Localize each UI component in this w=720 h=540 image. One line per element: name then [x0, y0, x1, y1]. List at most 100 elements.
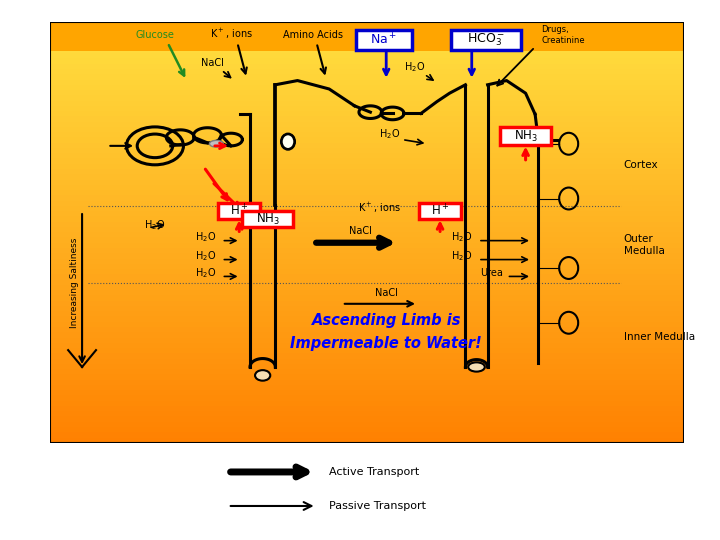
Bar [50, 380, 684, 385]
Bar [50, 190, 684, 195]
Bar [50, 437, 684, 443]
Bar [50, 243, 684, 248]
FancyBboxPatch shape [356, 30, 412, 50]
FancyBboxPatch shape [451, 30, 521, 50]
Text: H$_2$O: H$_2$O [451, 249, 472, 264]
Bar [50, 111, 684, 116]
Bar [50, 280, 684, 285]
Bar [50, 411, 684, 416]
Bar [50, 390, 684, 395]
Bar [50, 401, 684, 406]
Bar [50, 301, 684, 306]
Bar [50, 232, 684, 238]
Bar [50, 343, 684, 348]
Bar [50, 395, 684, 401]
Text: H$_2$O: H$_2$O [195, 231, 216, 245]
Ellipse shape [281, 133, 295, 150]
Bar [50, 122, 684, 127]
Bar [50, 90, 684, 95]
Bar [50, 422, 684, 427]
Ellipse shape [282, 134, 294, 149]
Bar [50, 269, 684, 274]
Text: NaCl: NaCl [375, 288, 397, 298]
Ellipse shape [255, 370, 270, 381]
FancyBboxPatch shape [218, 202, 260, 219]
Bar [50, 221, 684, 227]
Bar [50, 306, 684, 311]
Bar [50, 169, 684, 174]
Bar [50, 164, 684, 169]
Bar [50, 364, 684, 369]
Text: Outer
Medulla: Outer Medulla [624, 234, 665, 255]
Text: Glucose: Glucose [135, 30, 174, 40]
Bar [50, 127, 684, 132]
Bar [50, 238, 684, 242]
Text: Ascending Limb is: Ascending Limb is [312, 313, 461, 328]
Text: NaCl: NaCl [349, 226, 372, 237]
Bar [50, 179, 684, 185]
Bar [50, 348, 684, 353]
Bar [50, 22, 684, 27]
Bar [50, 48, 684, 53]
Bar [50, 22, 684, 51]
Bar [50, 201, 684, 206]
Bar [50, 385, 684, 390]
FancyBboxPatch shape [419, 202, 461, 219]
Bar [50, 174, 684, 179]
Bar [50, 374, 684, 380]
Bar [50, 153, 684, 158]
Bar [50, 359, 684, 364]
Bar [50, 295, 684, 301]
Text: H$^+$: H$^+$ [230, 203, 248, 218]
Bar [50, 148, 684, 153]
Bar [50, 27, 684, 32]
Text: K$^+$, ions: K$^+$, ions [359, 201, 401, 215]
Bar [50, 353, 684, 359]
Ellipse shape [210, 140, 223, 147]
Text: Na$^+$: Na$^+$ [370, 32, 397, 48]
Bar [50, 74, 684, 79]
Bar [50, 79, 684, 85]
Text: NH$_3$: NH$_3$ [256, 212, 279, 227]
Bar [50, 158, 684, 164]
Bar [50, 211, 684, 217]
Bar [50, 206, 684, 211]
Bar [50, 406, 684, 411]
Bar [50, 132, 684, 137]
Bar [50, 285, 684, 290]
Bar [50, 116, 684, 122]
Text: H$_2$O: H$_2$O [195, 266, 216, 280]
Text: Cortex: Cortex [624, 160, 658, 170]
Bar [50, 106, 684, 111]
Bar [50, 100, 684, 106]
Text: Urea: Urea [480, 268, 503, 279]
Bar [50, 311, 684, 316]
Text: Increasing Saltiness: Increasing Saltiness [70, 238, 79, 328]
Bar [50, 37, 684, 43]
Bar [50, 185, 684, 190]
Bar [50, 227, 684, 232]
Bar [50, 427, 684, 432]
Bar [50, 316, 684, 322]
Bar [50, 64, 684, 69]
Bar [50, 43, 684, 48]
Text: NH$_3$: NH$_3$ [513, 129, 538, 144]
Text: Amino Acids: Amino Acids [284, 30, 343, 40]
Bar [50, 248, 684, 253]
Bar [50, 95, 684, 100]
Bar [50, 338, 684, 343]
Text: NaCl: NaCl [201, 58, 223, 68]
Text: H$_2$O: H$_2$O [195, 249, 216, 264]
Bar [50, 259, 684, 264]
Bar [50, 32, 684, 37]
Text: K$^+$, ions: K$^+$, ions [210, 28, 253, 42]
Bar [50, 253, 684, 259]
Bar [50, 322, 684, 327]
Text: HCO$_3^-$: HCO$_3^-$ [467, 32, 505, 49]
Bar [50, 58, 684, 64]
Text: Passive Transport: Passive Transport [329, 501, 426, 511]
Bar [50, 143, 684, 148]
Text: H$_2$O: H$_2$O [404, 60, 426, 74]
Bar [50, 264, 684, 269]
FancyBboxPatch shape [242, 211, 293, 227]
